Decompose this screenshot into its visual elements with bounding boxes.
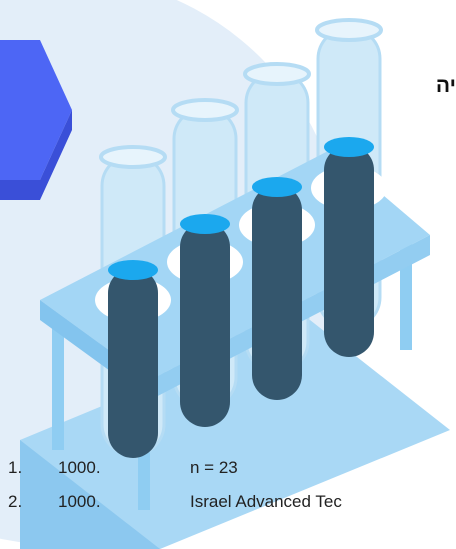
arrow-shape [0,40,72,180]
heading: יה [435,74,456,97]
list-item: 1. 1000. n = 23 [0,458,456,478]
rack-base-side [20,440,160,549]
list-text: Israel Advanced Tec [190,492,342,511]
list-value: 1000. [58,492,101,511]
list-text: n = 23 [190,458,238,477]
tube-rims [99,18,383,169]
arrow-side [0,110,72,200]
rack-base [20,320,450,549]
liquid-tops [108,137,374,280]
rack-leg [52,320,64,450]
list-number: 2. [8,492,23,511]
list-number: 1. [8,458,23,477]
liquids [108,145,374,458]
list-value: 1000. [58,458,101,477]
list-item: 2. 1000. Israel Advanced Tec [0,492,456,512]
